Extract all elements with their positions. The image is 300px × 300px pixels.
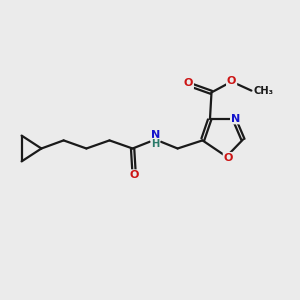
Text: O: O	[224, 153, 233, 163]
Text: O: O	[184, 78, 193, 88]
Text: O: O	[227, 76, 236, 86]
Text: O: O	[129, 170, 139, 180]
Text: CH₃: CH₃	[254, 85, 274, 96]
Text: N: N	[231, 113, 240, 124]
Text: N: N	[151, 130, 160, 140]
Text: H: H	[151, 139, 160, 149]
